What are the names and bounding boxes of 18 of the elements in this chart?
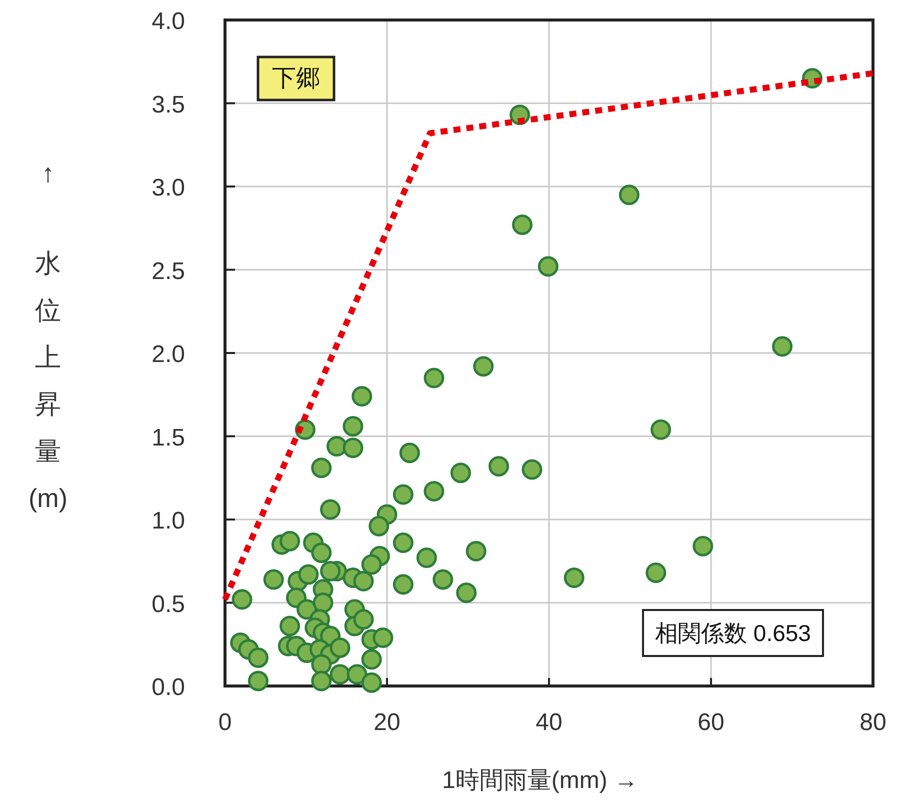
x-tick-label: 60: [698, 709, 724, 736]
text: ↑ 水位上昇量(m): [28, 158, 68, 513]
y-tick-label: 1.0: [152, 508, 185, 534]
y-tick-label: 1.5: [152, 424, 185, 452]
annotation: 相関係数 0.653: [655, 620, 811, 646]
annotation: 下郷: [272, 65, 320, 92]
y-tick-label: 3.5: [152, 91, 185, 118]
y-tick-label: 2.5: [152, 258, 185, 285]
y-tick-label: 0.0: [152, 674, 185, 701]
x-axis-title: 1時間雨量(mm) →: [442, 767, 638, 794]
y-tick-label: 0.5: [152, 590, 185, 618]
x-tick-label: 20: [374, 709, 400, 736]
y-tick-label: 2.0: [152, 341, 185, 368]
x-tick-label: 0: [218, 709, 232, 736]
x-tick-label: 40: [536, 709, 562, 736]
y-tick-label: 4.0: [152, 8, 185, 35]
y-tick-label: 3.0: [152, 174, 185, 202]
x-tick-label: 80: [860, 709, 886, 736]
